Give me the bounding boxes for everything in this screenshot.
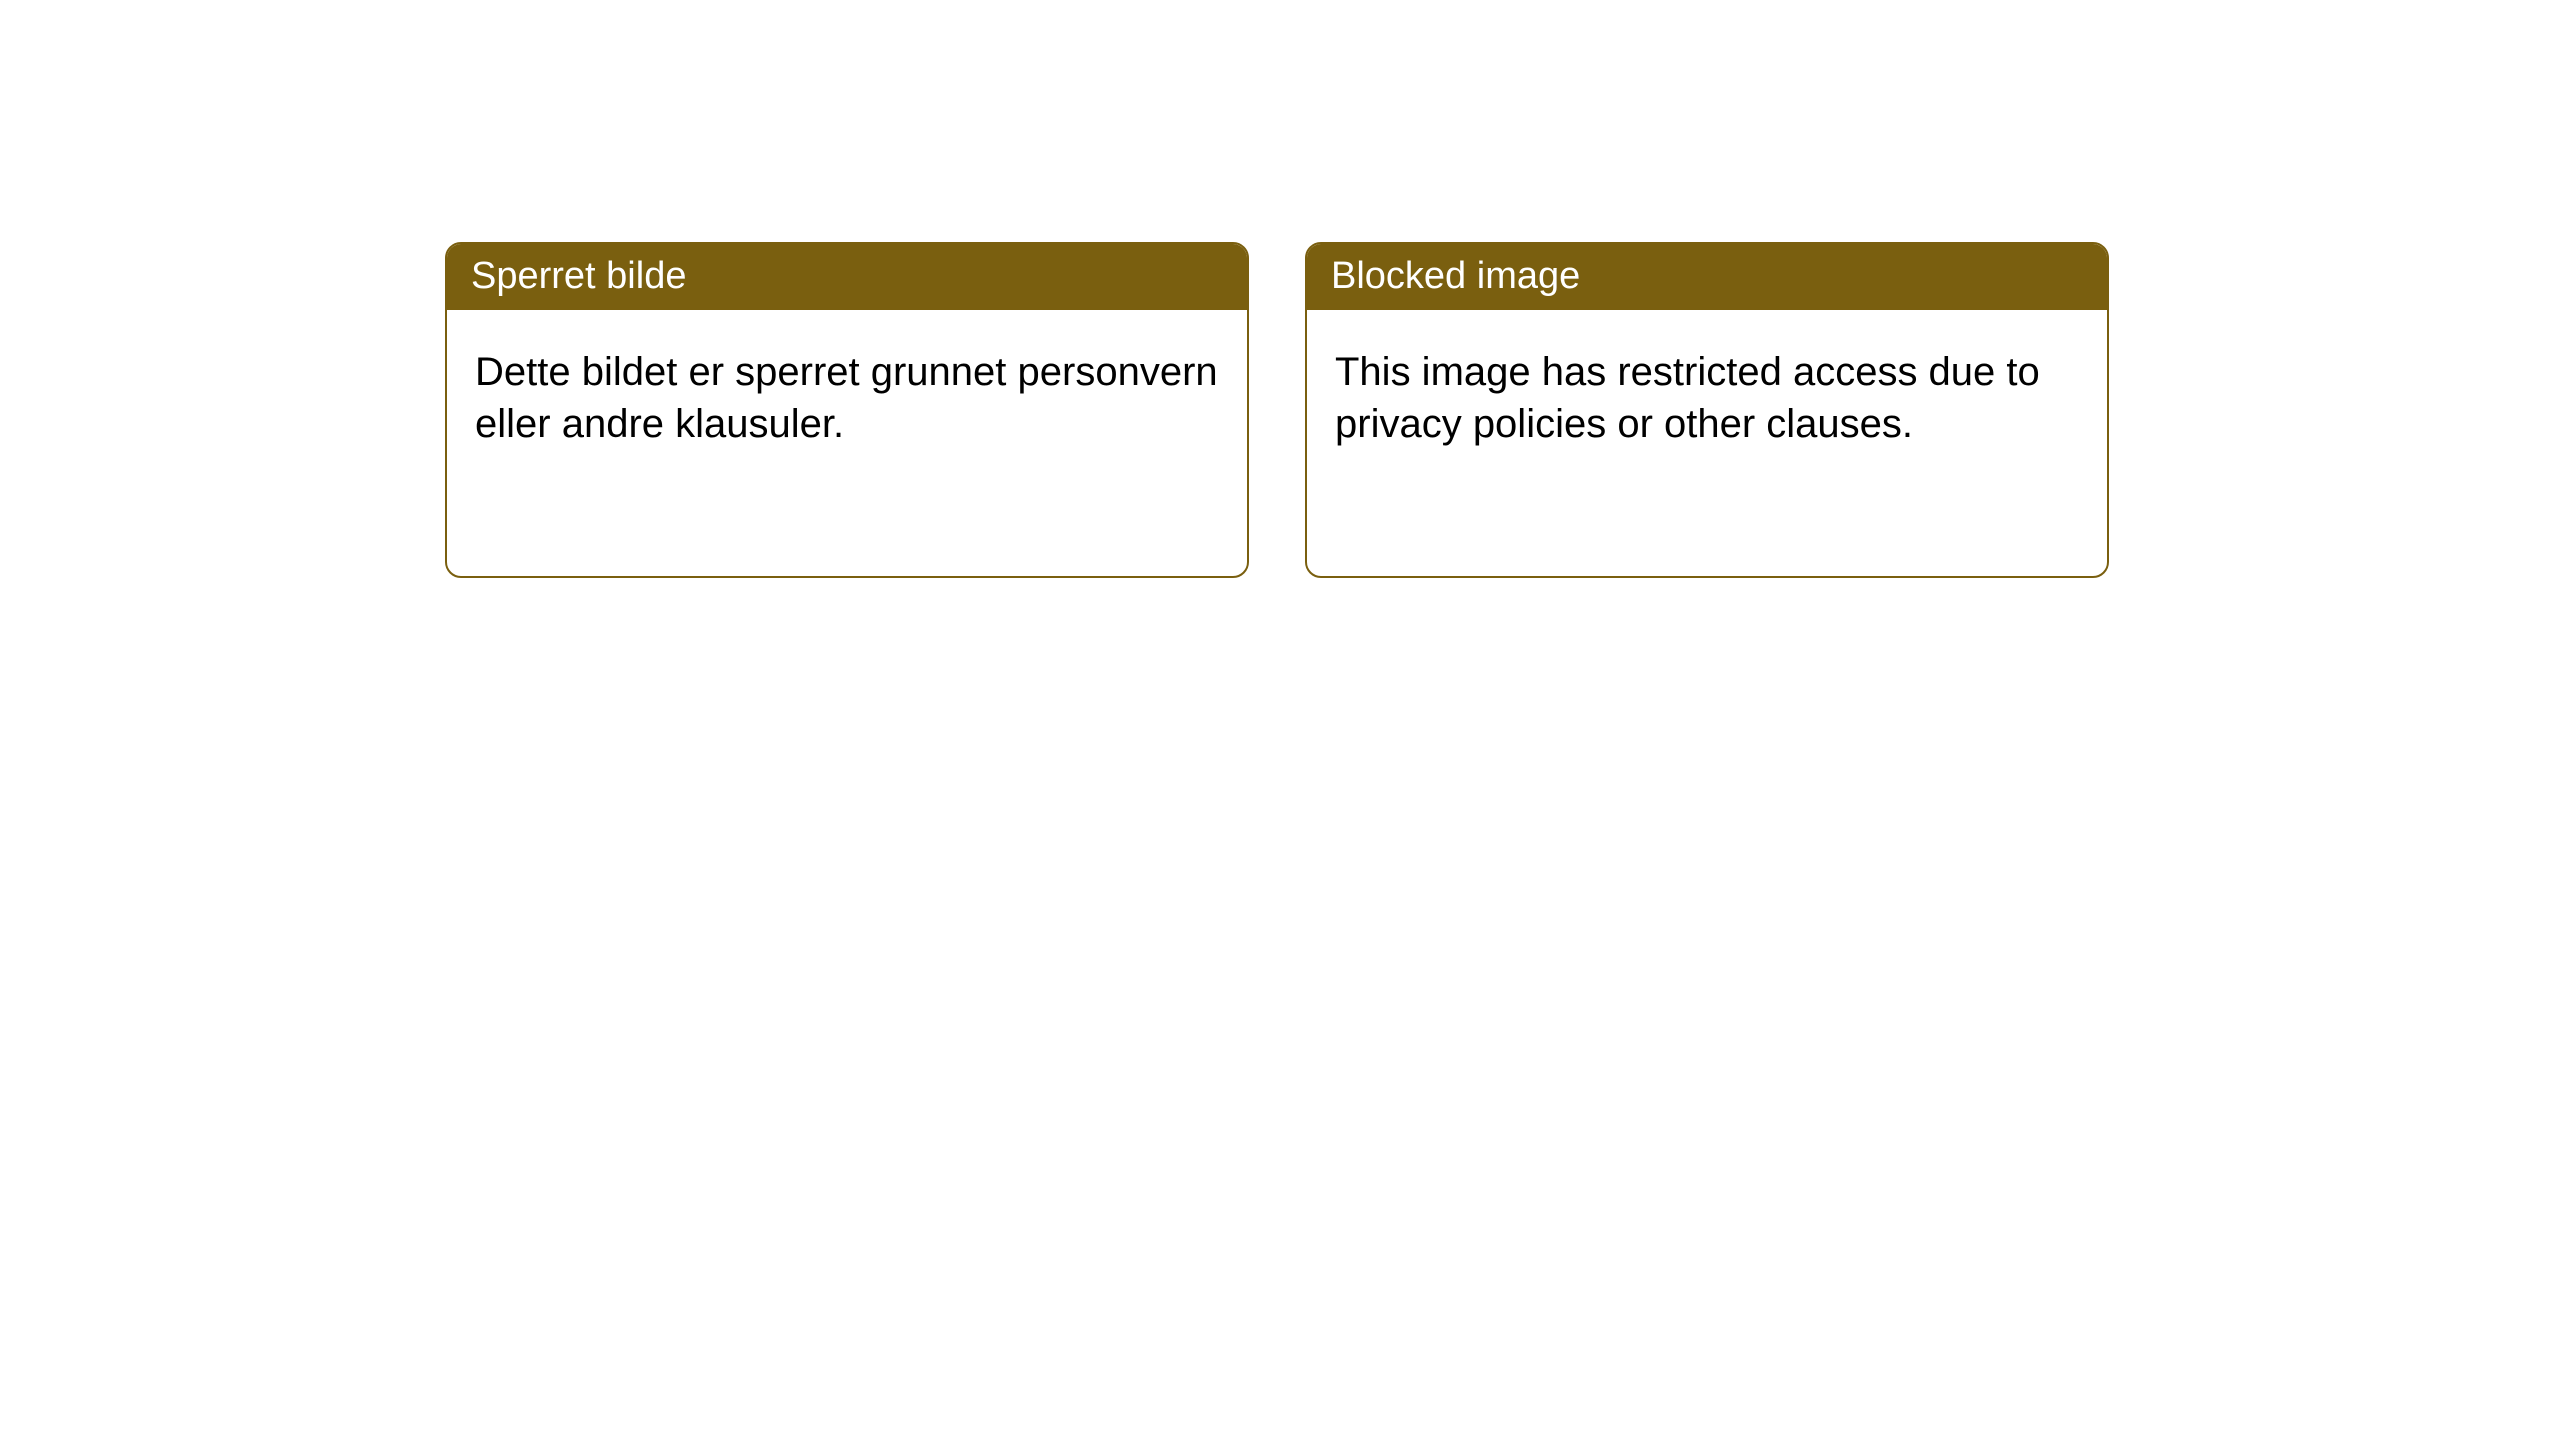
- notice-card-english: Blocked image This image has restricted …: [1305, 242, 2109, 578]
- notice-body: Dette bildet er sperret grunnet personve…: [447, 310, 1247, 486]
- notice-container: Sperret bilde Dette bildet er sperret gr…: [445, 242, 2109, 578]
- notice-card-norwegian: Sperret bilde Dette bildet er sperret gr…: [445, 242, 1249, 578]
- notice-title: Sperret bilde: [447, 244, 1247, 310]
- notice-title: Blocked image: [1307, 244, 2107, 310]
- notice-body: This image has restricted access due to …: [1307, 310, 2107, 486]
